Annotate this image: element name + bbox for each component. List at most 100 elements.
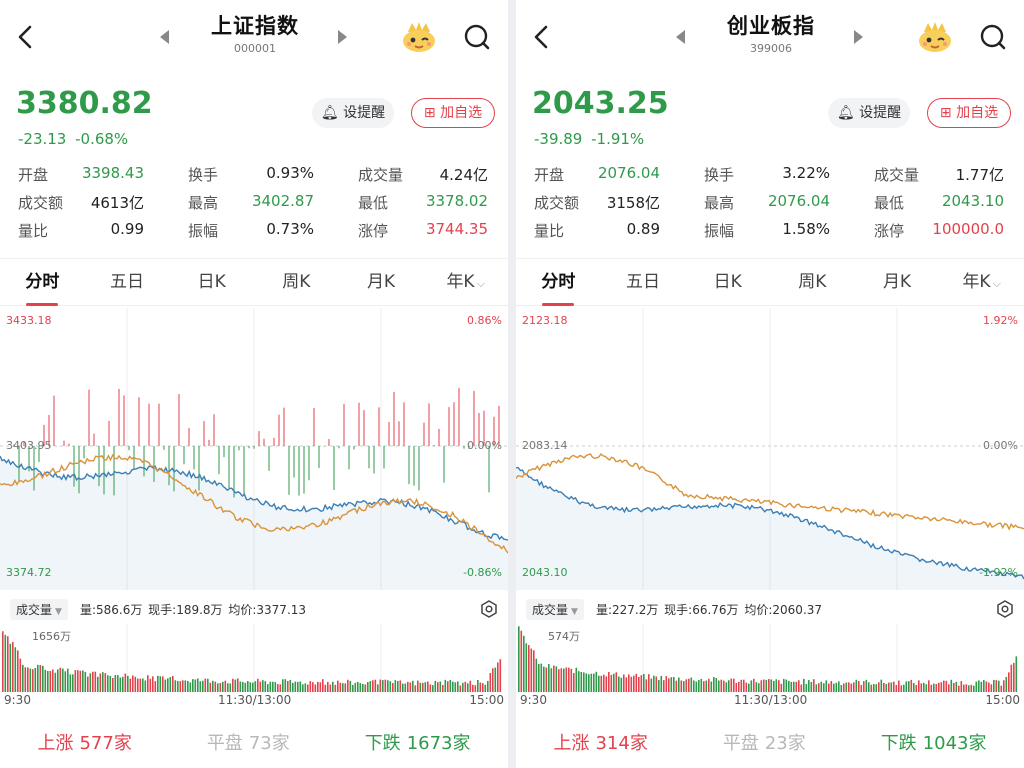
- volume-bar: [625, 677, 628, 692]
- advancers[interactable]: 上涨 577家: [37, 729, 131, 755]
- volume-bar: [848, 682, 850, 692]
- tab-5[interactable]: 年K ⌵: [423, 258, 508, 306]
- volume-bar: [770, 679, 773, 692]
- settings-icon[interactable]: [480, 600, 498, 618]
- stat-item: 最高 2076.04: [668, 192, 838, 213]
- volume-bar: [933, 683, 935, 692]
- next-index-icon[interactable]: [338, 30, 347, 44]
- stat-label: 量比: [18, 221, 49, 240]
- tab-2[interactable]: 日K: [169, 258, 254, 306]
- prev-index-icon[interactable]: [160, 30, 169, 44]
- volume-bar: [304, 683, 307, 692]
- volume-bar: [960, 681, 963, 692]
- volume-chart[interactable]: 1656万: [0, 624, 508, 692]
- stat-value: 1.58%: [782, 219, 830, 238]
- advancers-label: 上涨: [553, 733, 590, 754]
- volume-bar: [242, 681, 244, 692]
- intraday-chart[interactable]: 3433.18 0.86% 3403.95 0.00% 3374.72 -0.8…: [0, 308, 508, 590]
- current-price: 3380.82: [16, 86, 153, 121]
- volume-bar: [863, 681, 865, 692]
- add-watchlist-button[interactable]: ⊞ 加自选: [927, 98, 1011, 128]
- tab-1[interactable]: 五日: [601, 258, 686, 306]
- stat-label: 最高: [188, 193, 219, 212]
- volume-bar: [169, 677, 172, 692]
- volume-bar: [810, 682, 813, 692]
- stat-item: 成交额 3158亿: [534, 192, 668, 213]
- volume-bar: [1005, 676, 1008, 692]
- volume-bar: [663, 680, 665, 692]
- volume-bar: [269, 681, 272, 692]
- tab-3[interactable]: 周K: [770, 258, 855, 306]
- tab-4[interactable]: 月K: [339, 258, 424, 306]
- decliners[interactable]: 下跌 1043家: [881, 729, 987, 755]
- tab-0[interactable]: 分时: [516, 258, 601, 306]
- search-icon[interactable]: [978, 22, 1008, 52]
- intraday-chart[interactable]: 2123.18 1.92% 2083.14 0.00% 2043.10 -1.9…: [516, 308, 1024, 590]
- volume-bar: [204, 678, 207, 692]
- volume-bar: [29, 668, 32, 692]
- mascot-icon[interactable]: [916, 20, 954, 54]
- tab-4[interactable]: 月K: [855, 258, 940, 306]
- volume-bar: [114, 675, 117, 692]
- volume-bar: [840, 684, 843, 692]
- tab-2[interactable]: 日K: [685, 258, 770, 306]
- unchanged[interactable]: 平盘 23家: [723, 729, 806, 755]
- prev-index-icon[interactable]: [676, 30, 685, 44]
- volume-bar: [239, 681, 242, 692]
- volume-bar: [970, 684, 973, 692]
- volume-bar: [14, 647, 17, 692]
- tab-0[interactable]: 分时: [0, 258, 85, 306]
- volume-bar: [82, 670, 84, 692]
- volume-bar: [37, 664, 39, 692]
- volume-bar: [558, 669, 560, 692]
- time-mid: 11:30/13:00: [218, 693, 292, 707]
- volume-bar: [885, 683, 888, 692]
- volume-indicator-select[interactable]: 成交量 ▼: [10, 598, 68, 620]
- volume-bar: [678, 677, 680, 692]
- volume-bar: [419, 682, 422, 692]
- set-alert-button[interactable]: 🔔︎ 设提醒: [312, 98, 394, 128]
- volume-bar: [830, 680, 833, 692]
- stat-item: 量比 0.89: [534, 220, 668, 241]
- advancers[interactable]: 上涨 314家: [553, 729, 647, 755]
- volume-bar: [845, 682, 848, 692]
- volume-bar: [535, 658, 538, 692]
- volume-bar: [447, 681, 449, 692]
- add-watchlist-button[interactable]: ⊞ 加自选: [411, 98, 495, 128]
- volume-chart[interactable]: 574万: [516, 624, 1024, 692]
- search-icon[interactable]: [462, 22, 492, 52]
- unchanged[interactable]: 平盘 73家: [207, 729, 290, 755]
- volume-bar: [139, 678, 142, 692]
- back-icon[interactable]: [530, 22, 558, 54]
- volume-indicator-select[interactable]: 成交量 ▼: [526, 598, 584, 620]
- volume-bar: [277, 684, 279, 692]
- volume-bar: [533, 650, 535, 692]
- mascot-icon[interactable]: [400, 20, 438, 54]
- volume-bar: [855, 679, 858, 692]
- volume-bar: [497, 662, 499, 692]
- price-line: [0, 455, 508, 541]
- settings-icon[interactable]: [996, 600, 1014, 618]
- tab-5[interactable]: 年K ⌵: [939, 258, 1024, 306]
- volume-bar: [805, 684, 808, 692]
- volume-bar: [144, 680, 147, 692]
- next-index-icon[interactable]: [854, 30, 863, 44]
- back-icon[interactable]: [14, 22, 42, 54]
- volume-bar: [540, 663, 543, 692]
- tab-3[interactable]: 周K: [254, 258, 339, 306]
- volume-bar: [19, 658, 22, 692]
- volume-bar: [389, 681, 392, 692]
- volume-bar: [620, 677, 623, 692]
- unchanged-count: 73家: [248, 733, 290, 754]
- volume-bar: [292, 682, 294, 692]
- volume-bar: [875, 684, 878, 692]
- volume-chart-svg: [518, 624, 1018, 692]
- volume-bar: [432, 685, 434, 692]
- decliners[interactable]: 下跌 1673家: [365, 729, 471, 755]
- set-alert-button[interactable]: 🔔︎ 设提醒: [828, 98, 910, 128]
- volume-bar: [9, 643, 12, 692]
- volume-bar: [184, 680, 187, 692]
- volume-bar: [628, 674, 630, 692]
- tab-1[interactable]: 五日: [85, 258, 170, 306]
- volume-bar: [347, 679, 349, 692]
